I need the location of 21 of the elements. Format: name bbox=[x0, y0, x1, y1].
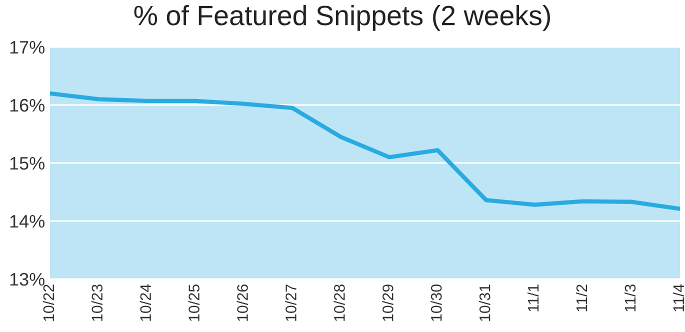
chart-title: % of Featured Snippets (2 weeks) bbox=[134, 4, 550, 31]
x-tick-label: 11/4 bbox=[672, 284, 684, 312]
y-tick-label: 16% bbox=[10, 98, 44, 112]
x-tick-label: 10/28 bbox=[334, 284, 345, 321]
x-tick-label: 10/31 bbox=[479, 284, 490, 321]
x-tick-label: 10/25 bbox=[188, 284, 200, 321]
x-tick-label: 11/3 bbox=[624, 284, 636, 312]
x-tick-label: 10/27 bbox=[285, 284, 296, 321]
x-tick-label: 10/23 bbox=[91, 284, 103, 321]
y-tick-label: 15% bbox=[10, 157, 44, 170]
x-tick-label: 10/30 bbox=[430, 284, 442, 321]
line-series bbox=[50, 91, 680, 211]
x-tick-label: 11/2 bbox=[576, 284, 588, 312]
y-tick-label: 17% bbox=[10, 41, 44, 54]
y-tick-label: 13% bbox=[10, 272, 44, 286]
x-tick-label: 10/22 bbox=[42, 284, 54, 321]
x-tick-label: 10/29 bbox=[382, 284, 394, 321]
x-tick-label: 10/24 bbox=[140, 284, 152, 321]
x-tick-label: 10/26 bbox=[236, 284, 248, 321]
x-tick-label: 11/1 bbox=[527, 284, 539, 312]
y-tick-label: 14% bbox=[10, 215, 44, 228]
